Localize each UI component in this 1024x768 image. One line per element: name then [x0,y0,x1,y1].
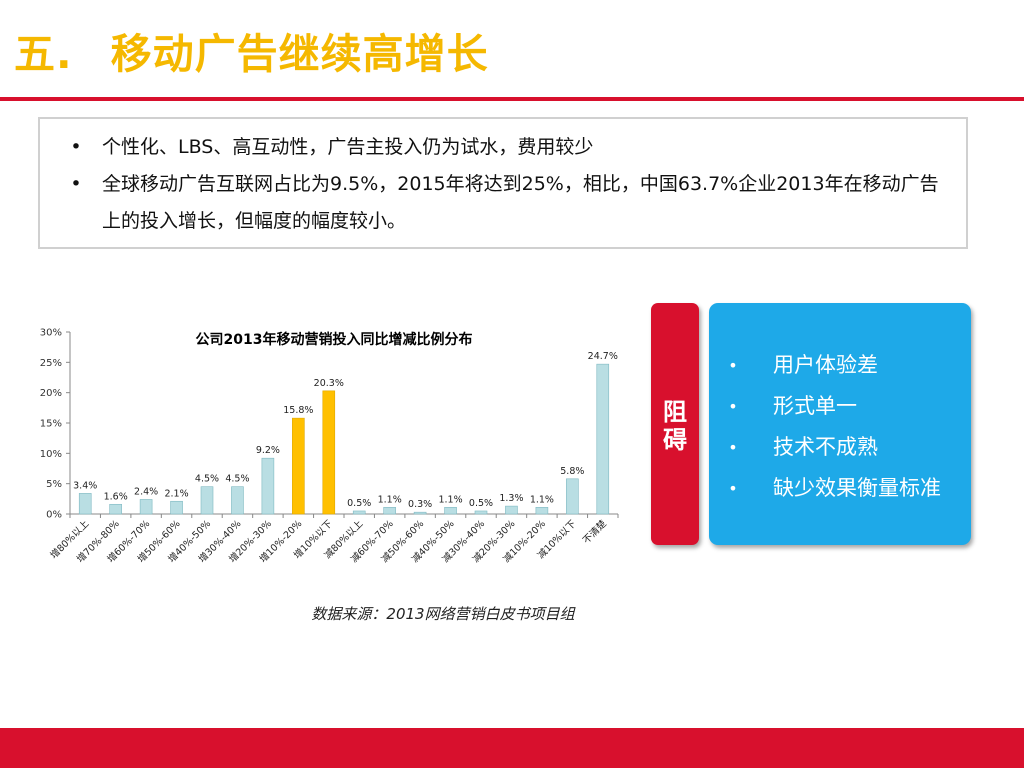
bar [231,486,244,515]
y-tick-label: 5% [46,479,62,490]
bar [292,417,305,515]
barrier-list-panel: • 用户体验差 • 形式单一 • 技术不成熟 • 缺少效果衡量标准 [709,303,971,545]
bar [109,503,122,515]
bar [322,390,336,515]
bar [535,507,549,515]
x-tick-label: 不清楚 [580,517,609,546]
bar [78,493,92,515]
data-label: 0.5% [347,498,371,509]
summary-text: 全球移动广告互联网占比为9.5%，2015年将达到25%，相比，中国63.7%企… [102,173,939,232]
bar [383,507,396,515]
section-title: 移动广告继续高增长 [110,30,489,78]
slide-title: 五. 移动广告继续高增长 [14,20,489,80]
data-label: 2.4% [134,486,158,497]
data-label: 0.3% [408,499,432,510]
bullet-icon: • [728,479,738,498]
bar [474,510,488,515]
barrier-list: • 用户体验差 • 形式单一 • 技术不成熟 • 缺少效果衡量标准 [727,345,941,509]
data-source-note: 数据来源：2013网络营销白皮书项目组 [311,605,575,623]
barrier-item: • 形式单一 [727,386,941,427]
y-tick-label: 10% [40,449,62,460]
data-label: 15.8% [283,405,313,416]
barrier-item-text: 技术不成熟 [773,435,878,459]
bar [261,457,275,515]
data-label: 0.5% [469,498,493,509]
chart-title: 公司2013年移动营销投入同比增减比例分布 [196,331,473,348]
barrier-item-text: 形式单一 [773,394,857,418]
bar [413,511,427,515]
barrier-item: • 缺少效果衡量标准 [727,468,941,509]
data-label: 1.1% [438,494,462,505]
barrier-item: • 用户体验差 [727,345,941,386]
bullet-icon: • [70,173,82,195]
bullet-icon: • [728,397,738,416]
summary-text: 个性化、LBS、高互动性，广告主投入仍为试水，费用较少 [102,136,594,158]
data-label: 9.2% [256,445,280,456]
section-number: 五. [14,30,73,78]
data-label: 5.8% [560,466,584,477]
barrier-label: 阻 碍 [651,398,699,454]
y-tick-label: 30% [40,328,62,339]
y-tick-label: 15% [40,419,62,430]
bar [170,500,183,515]
summary-item: • 个性化、LBS、高互动性，广告主投入仍为试水，费用较少 [66,129,946,166]
bar [200,486,214,515]
y-tick-label: 0% [46,510,62,521]
barrier-label-char: 阻 [663,398,687,426]
data-label: 1.1% [530,494,554,505]
barrier-item: • 技术不成熟 [727,427,941,468]
title-underline [0,97,1024,101]
bullet-icon: • [728,438,738,457]
barrier-item-text: 用户体验差 [773,353,878,377]
summary-list: • 个性化、LBS、高互动性，广告主投入仍为试水，费用较少 • 全球移动广告互联网占… [66,129,946,240]
bar [505,505,518,515]
data-label: 1.1% [378,494,402,505]
bar [566,478,579,515]
bar-chart: 公司2013年移动营销投入同比增减比例分布 0% 5% 10% 15% 20% 25% 30%… [40,328,619,565]
data-label: 3.4% [73,480,97,491]
bullet-icon: • [728,356,738,375]
data-label: 1.6% [104,491,128,502]
data-label: 2.1% [164,488,188,499]
data-label: 4.5% [195,474,219,485]
summary-box: • 个性化、LBS、高互动性，广告主投入仍为试水，费用较少 • 全球移动广告互联网占… [38,117,968,249]
data-label: 4.5% [225,474,249,485]
y-tick-label: 25% [40,358,62,369]
y-tick-label: 20% [40,388,62,399]
bar [444,507,457,515]
data-label: 1.3% [499,493,523,504]
barrier-label-panel: 阻 碍 [651,303,699,545]
bar [352,510,366,515]
data-label: 20.3% [314,378,344,389]
barrier-label-char: 碍 [663,426,687,454]
data-label: 24.7% [588,351,618,362]
bar [139,499,153,515]
summary-item: • 全球移动广告互联网占比为9.5%，2015年将达到25%，相比，中国63.7%… [66,166,946,240]
bar [596,363,610,515]
barrier-item-text: 缺少效果衡量标准 [773,476,941,500]
bullet-icon: • [70,136,82,158]
footer-bar [0,728,1024,768]
